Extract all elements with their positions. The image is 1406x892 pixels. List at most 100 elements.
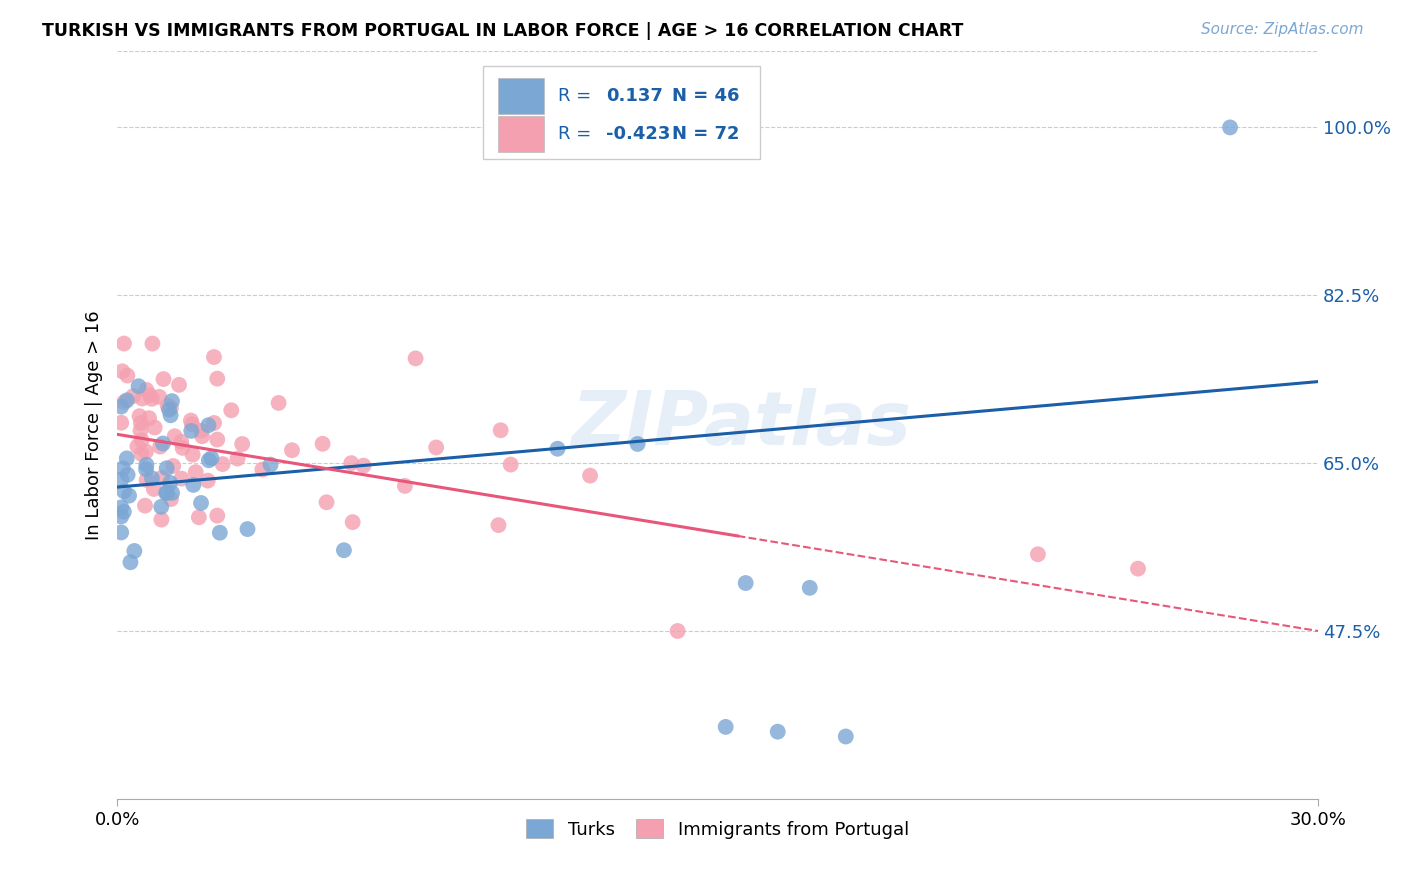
Point <box>236 522 259 536</box>
Point <box>340 456 363 470</box>
Point <box>143 420 166 434</box>
Point <box>148 390 170 404</box>
Point <box>1026 547 1049 561</box>
Y-axis label: In Labor Force | Age > 16: In Labor Force | Age > 16 <box>86 310 103 540</box>
Point <box>124 544 146 558</box>
Point <box>156 399 179 413</box>
Point <box>197 474 219 488</box>
Legend: Turks, Immigrants from Portugal: Turks, Immigrants from Portugal <box>519 812 917 846</box>
Point <box>110 509 132 524</box>
Point <box>141 336 163 351</box>
Point <box>835 730 858 744</box>
Point <box>155 486 177 500</box>
Point <box>183 478 205 492</box>
Text: TURKISH VS IMMIGRANTS FROM PORTUGAL IN LABOR FORCE | AGE > 16 CORRELATION CHART: TURKISH VS IMMIGRANTS FROM PORTUGAL IN L… <box>42 22 963 40</box>
Point <box>112 484 135 499</box>
Point <box>170 472 193 486</box>
Point <box>135 458 157 472</box>
Point <box>135 473 157 487</box>
Point <box>252 462 274 476</box>
Bar <box>498 116 544 152</box>
Point <box>315 495 337 509</box>
Point <box>110 500 132 515</box>
Point <box>311 437 333 451</box>
Point <box>181 417 204 432</box>
Point <box>425 441 447 455</box>
Point <box>129 416 152 430</box>
Point <box>115 451 138 466</box>
Point <box>156 461 179 475</box>
Point <box>170 434 193 449</box>
Point <box>1219 120 1241 135</box>
Point <box>131 447 153 461</box>
Point <box>159 409 181 423</box>
Point <box>207 508 229 523</box>
Point <box>112 505 135 519</box>
Point <box>766 724 789 739</box>
Text: N = 72: N = 72 <box>672 125 740 143</box>
Point <box>666 624 689 638</box>
Point <box>117 467 139 482</box>
Point <box>579 468 602 483</box>
Point <box>115 393 138 408</box>
Point <box>135 462 157 476</box>
Point <box>111 461 134 475</box>
Point <box>259 458 281 472</box>
Text: ZIPatlas: ZIPatlas <box>572 388 911 461</box>
Text: R =: R = <box>558 87 598 105</box>
Point <box>159 475 181 490</box>
Point <box>110 472 132 486</box>
Point <box>211 457 233 471</box>
Point <box>110 525 132 540</box>
Point <box>150 471 173 485</box>
Point <box>200 451 222 466</box>
Point <box>152 372 174 386</box>
Point <box>139 388 162 402</box>
Point <box>150 513 173 527</box>
Point <box>141 471 163 485</box>
Point <box>333 543 356 558</box>
Point <box>190 496 212 510</box>
Point <box>142 482 165 496</box>
Point <box>180 424 202 438</box>
Point <box>489 423 512 437</box>
Point <box>160 491 183 506</box>
Point <box>167 377 190 392</box>
Point <box>131 434 153 448</box>
Point <box>127 439 149 453</box>
Point <box>184 465 207 479</box>
Point <box>152 436 174 450</box>
Point <box>122 389 145 403</box>
Point <box>135 383 157 397</box>
Point <box>163 429 186 443</box>
Point <box>150 500 173 514</box>
Text: Source: ZipAtlas.com: Source: ZipAtlas.com <box>1201 22 1364 37</box>
Point <box>714 720 737 734</box>
Point <box>141 392 163 406</box>
Point <box>1126 561 1149 575</box>
Point <box>198 453 221 467</box>
Point <box>129 424 152 438</box>
Point <box>110 416 132 430</box>
Point <box>208 525 231 540</box>
Point <box>172 441 194 455</box>
Point <box>191 429 214 443</box>
Point <box>207 433 229 447</box>
Bar <box>484 66 759 159</box>
Point <box>120 555 142 569</box>
Point <box>190 424 212 438</box>
Point <box>156 486 179 500</box>
Text: -0.423: -0.423 <box>606 125 671 143</box>
Point <box>131 392 153 406</box>
Text: R =: R = <box>558 125 598 143</box>
Point <box>160 394 183 409</box>
Text: 0.137: 0.137 <box>606 87 662 105</box>
Point <box>160 486 183 500</box>
Point <box>202 416 225 430</box>
Point <box>226 451 249 466</box>
Point <box>626 437 648 451</box>
Point <box>187 510 209 524</box>
Point <box>197 418 219 433</box>
Point <box>128 379 150 393</box>
Point <box>118 489 141 503</box>
